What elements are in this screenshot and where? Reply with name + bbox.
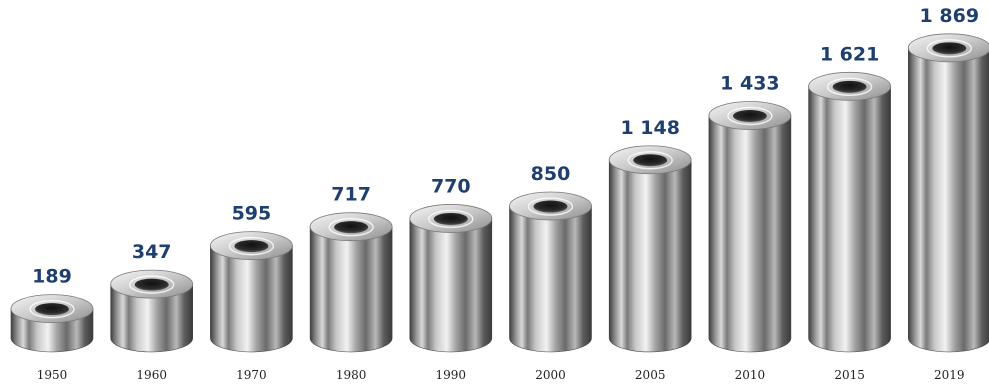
value-label: 850 <box>531 163 571 185</box>
value-label: 1 148 <box>620 117 680 139</box>
value-label: 189 <box>32 266 72 288</box>
cylinder-body <box>908 47 989 353</box>
cylinder-hole <box>932 42 967 55</box>
value-label: 717 <box>331 184 371 206</box>
category-label: 1960 <box>136 368 167 382</box>
cylinder-hole <box>334 221 369 234</box>
cylinder-bar: 770 1990 <box>409 175 493 382</box>
cylinder-hole-ring <box>328 217 374 237</box>
category-label: 2000 <box>535 368 566 382</box>
cylinder-hole <box>533 200 568 213</box>
cylinder-bar: 1 869 2019 <box>907 5 989 382</box>
cylinder-hole <box>732 110 767 123</box>
cylinder-body <box>210 245 293 353</box>
cylinder-bar: 1 621 2015 <box>808 43 891 382</box>
category-label: 1980 <box>336 368 367 382</box>
category-label: 2019 <box>934 368 965 382</box>
value-label: 770 <box>431 175 471 197</box>
category-label: 1970 <box>236 368 267 382</box>
value-label: 1 433 <box>720 73 780 95</box>
cylinder-hole <box>134 278 169 291</box>
cylinder-hole <box>832 80 867 93</box>
cylinder-hole-ring <box>228 236 275 256</box>
category-label: 1990 <box>436 368 467 382</box>
cylinder-hole-ring <box>926 39 972 58</box>
value-label: 1 869 <box>920 5 980 27</box>
value-label: 595 <box>232 203 272 225</box>
value-label: 347 <box>132 241 172 263</box>
category-label: 2005 <box>635 368 666 382</box>
cylinder-body <box>708 115 792 353</box>
cylinder-bar: 595 1970 <box>209 203 293 382</box>
category-label: 2010 <box>735 368 766 382</box>
cylinder-bar: 717 1980 <box>309 184 393 382</box>
cylinder-body <box>309 226 393 353</box>
category-label: 1950 <box>37 368 68 382</box>
cylinder-body <box>110 283 193 353</box>
cylinder-hole-ring <box>527 197 574 216</box>
cylinder-body <box>509 205 592 353</box>
value-label: 1 621 <box>820 43 880 65</box>
cylinder-bar: 189 1950 <box>10 266 94 382</box>
cylinder-body <box>409 218 493 353</box>
cylinder-bar: 1 433 2010 <box>708 73 792 382</box>
cylinder-hole-ring <box>826 77 873 97</box>
cylinder-body <box>808 86 891 353</box>
cylinder-hole <box>433 212 468 225</box>
cylinder-hole-ring <box>29 299 75 319</box>
cylinder-hole-ring <box>627 151 673 170</box>
cylinder-hole-ring <box>128 275 175 294</box>
cylinder-bar: 347 1960 <box>110 241 194 382</box>
cylinder-bar: 850 2000 <box>509 163 592 382</box>
cylinder-hole-ring <box>428 209 474 229</box>
cylinder-bar: 1 148 2005 <box>608 117 692 382</box>
cylinder-body <box>608 159 692 353</box>
cylinder-hole <box>234 240 269 253</box>
category-label: 2015 <box>834 368 865 382</box>
cylinder-hole <box>633 154 668 167</box>
cylinder-hole <box>35 303 69 316</box>
cylinder-hole-ring <box>727 106 773 126</box>
